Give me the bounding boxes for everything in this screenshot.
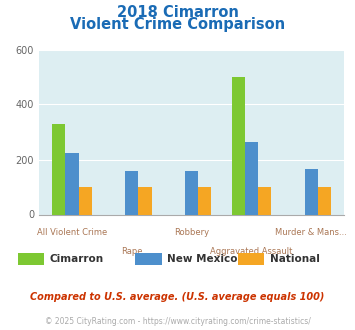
Bar [125,171,138,214]
Bar [185,171,198,214]
Bar [78,187,92,214]
Bar [318,187,331,214]
Bar [198,187,212,214]
Bar [52,124,65,214]
Bar [232,77,245,214]
Text: Violent Crime Comparison: Violent Crime Comparison [70,16,285,31]
Bar [138,187,152,214]
Text: 2018 Cimarron: 2018 Cimarron [116,5,239,20]
Text: Robbery: Robbery [174,228,209,237]
Bar [65,152,78,214]
Text: Rape: Rape [121,248,143,256]
Text: New Mexico: New Mexico [167,254,237,264]
Text: Aggravated Assault: Aggravated Assault [211,248,293,256]
Text: All Violent Crime: All Violent Crime [37,228,107,237]
Text: Murder & Mans...: Murder & Mans... [275,228,347,237]
Bar [305,169,318,214]
Bar [245,142,258,214]
Text: Compared to U.S. average. (U.S. average equals 100): Compared to U.S. average. (U.S. average … [30,292,325,302]
Text: © 2025 CityRating.com - https://www.cityrating.com/crime-statistics/: © 2025 CityRating.com - https://www.city… [45,317,310,326]
Text: National: National [270,254,320,264]
Text: Cimarron: Cimarron [50,254,104,264]
Bar [258,187,271,214]
